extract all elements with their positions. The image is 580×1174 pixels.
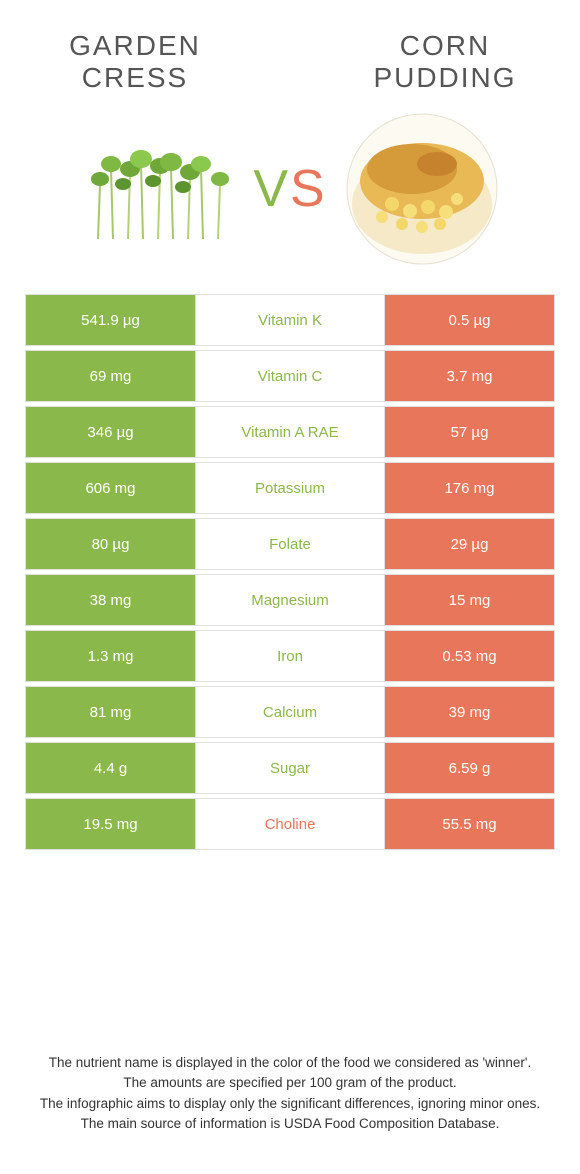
left-value: 81 mg — [25, 686, 195, 738]
table-row: 541.9 µgVitamin K0.5 µg — [25, 294, 555, 346]
nutrient-name: Vitamin A RAE — [195, 406, 385, 458]
table-row: 346 µgVitamin A RAE57 µg — [25, 406, 555, 458]
footer-line-2: The amounts are specified per 100 gram o… — [25, 1073, 555, 1093]
nutrient-name: Magnesium — [195, 574, 385, 626]
left-value: 346 µg — [25, 406, 195, 458]
right-value: 55.5 mg — [385, 798, 555, 850]
garden-cress-icon — [78, 129, 238, 249]
left-food-image — [73, 114, 243, 264]
left-value: 1.3 mg — [25, 630, 195, 682]
left-value: 606 mg — [25, 462, 195, 514]
table-row: 1.3 mgIron0.53 mg — [25, 630, 555, 682]
nutrient-name: Calcium — [195, 686, 385, 738]
vs-s: S — [290, 160, 327, 218]
left-value: 69 mg — [25, 350, 195, 402]
titles-row: GARDEN CRESS CORN PUDDING — [25, 30, 555, 94]
vs-text: VS — [253, 159, 326, 219]
right-value: 176 mg — [385, 462, 555, 514]
right-food-image — [337, 114, 507, 264]
right-value: 3.7 mg — [385, 350, 555, 402]
left-value: 541.9 µg — [25, 294, 195, 346]
left-value: 38 mg — [25, 574, 195, 626]
left-value: 19.5 mg — [25, 798, 195, 850]
nutrient-name: Vitamin K — [195, 294, 385, 346]
nutrient-name: Iron — [195, 630, 385, 682]
right-food-title: CORN PUDDING — [335, 30, 555, 94]
vs-v: V — [253, 160, 290, 218]
right-value: 57 µg — [385, 406, 555, 458]
corn-pudding-icon — [342, 109, 502, 269]
table-row: 69 mgVitamin C3.7 mg — [25, 350, 555, 402]
left-value: 4.4 g — [25, 742, 195, 794]
right-value: 29 µg — [385, 518, 555, 570]
right-value: 39 mg — [385, 686, 555, 738]
right-value: 6.59 g — [385, 742, 555, 794]
nutrient-name: Sugar — [195, 742, 385, 794]
nutrient-name: Vitamin C — [195, 350, 385, 402]
footer-line-1: The nutrient name is displayed in the co… — [25, 1053, 555, 1073]
nutrient-name: Potassium — [195, 462, 385, 514]
table-row: 606 mgPotassium176 mg — [25, 462, 555, 514]
left-value: 80 µg — [25, 518, 195, 570]
vs-row: VS — [25, 114, 555, 264]
table-row: 81 mgCalcium39 mg — [25, 686, 555, 738]
table-row: 38 mgMagnesium15 mg — [25, 574, 555, 626]
left-food-title: GARDEN CRESS — [25, 30, 245, 94]
footer-line-4: The main source of information is USDA F… — [25, 1114, 555, 1134]
right-value: 15 mg — [385, 574, 555, 626]
footer-line-3: The infographic aims to display only the… — [25, 1094, 555, 1114]
right-value: 0.5 µg — [385, 294, 555, 346]
right-value: 0.53 mg — [385, 630, 555, 682]
table-row: 4.4 gSugar6.59 g — [25, 742, 555, 794]
nutrient-table: 541.9 µgVitamin K0.5 µg69 mgVitamin C3.7… — [25, 294, 555, 850]
nutrient-name: Choline — [195, 798, 385, 850]
table-row: 80 µgFolate29 µg — [25, 518, 555, 570]
footer-notes: The nutrient name is displayed in the co… — [25, 1053, 555, 1134]
table-row: 19.5 mgCholine55.5 mg — [25, 798, 555, 850]
nutrient-name: Folate — [195, 518, 385, 570]
